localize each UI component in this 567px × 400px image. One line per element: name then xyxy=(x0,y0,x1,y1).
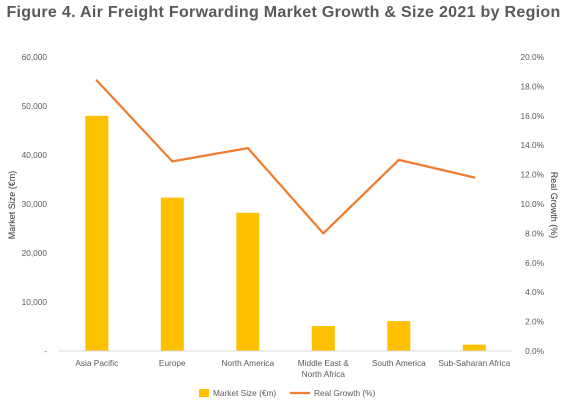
left-y-tick-label: 10,000 xyxy=(22,297,48,307)
x-tick-label-line: Middle East & xyxy=(298,358,350,368)
legend: Market Size (€m) Real Growth (%) xyxy=(199,388,376,398)
left-y-axis: - 10,000 20,000 30,000 40,000 50,000 60,000 xyxy=(22,52,48,356)
real-growth-series xyxy=(95,79,476,235)
legend-real-growth-label: Real Growth (%) xyxy=(314,388,376,398)
left-y-axis-title: Market Size (€m) xyxy=(7,171,17,240)
left-y-tick-label: 30,000 xyxy=(22,199,48,209)
real-growth-point xyxy=(322,232,325,235)
x-tick-label-line: North Africa xyxy=(302,369,346,379)
right-y-tick-label: 12.0% xyxy=(520,170,544,180)
left-y-tick-label: - xyxy=(44,346,47,356)
real-growth-point xyxy=(171,160,174,163)
x-tick-label: South America xyxy=(372,358,426,368)
market-size-bar xyxy=(85,115,109,351)
left-y-tick-label: 50,000 xyxy=(22,101,48,111)
right-y-tick-label: 2.0% xyxy=(525,317,545,327)
legend-market-size-swatch xyxy=(199,389,209,397)
right-y-tick-label: 0.0% xyxy=(525,346,545,356)
x-tick-label: Europe xyxy=(159,358,186,368)
market-size-bar xyxy=(160,197,184,351)
right-y-tick-label: 18.0% xyxy=(520,81,544,91)
market-size-bar xyxy=(311,326,335,351)
right-y-tick-label: 10.0% xyxy=(520,199,544,209)
right-y-tick-label: 8.0% xyxy=(525,228,545,238)
real-growth-line xyxy=(95,79,476,235)
market-size-bar xyxy=(236,212,260,351)
right-y-tick-label: 14.0% xyxy=(520,140,544,150)
chart-title: Figure 4. Air Freight Forwarding Market … xyxy=(6,4,560,21)
left-y-tick-label: 40,000 xyxy=(22,150,48,160)
x-tick-label: North America xyxy=(222,358,275,368)
x-tick-label: Middle East & North Africa xyxy=(298,358,350,379)
market-size-bar xyxy=(387,321,411,351)
x-tick-label: Sub-Saharan Africa xyxy=(438,358,510,368)
right-y-tick-label: 4.0% xyxy=(525,287,545,297)
real-growth-point xyxy=(473,176,476,179)
left-y-tick-label: 20,000 xyxy=(22,248,48,258)
right-y-tick-label: 20.0% xyxy=(520,52,544,62)
x-axis-labels: Asia Pacific Europe North America Middle Ea… xyxy=(75,358,510,379)
real-growth-point xyxy=(397,158,400,161)
real-growth-point xyxy=(95,79,98,82)
x-tick-label: Asia Pacific xyxy=(75,358,118,368)
real-growth-point xyxy=(246,147,249,150)
legend-market-size-label: Market Size (€m) xyxy=(213,388,276,398)
right-y-axis: 0.0% 2.0% 4.0% 6.0% 8.0% 10.0% 12.0% 14.0% 16.0%… xyxy=(520,52,544,356)
right-y-tick-label: 6.0% xyxy=(525,258,545,268)
right-y-axis-title: Real Growth (%) xyxy=(549,172,559,239)
right-y-tick-label: 16.0% xyxy=(520,111,544,121)
market-size-bars xyxy=(85,115,486,351)
market-size-bar xyxy=(462,344,486,351)
left-y-tick-label: 60,000 xyxy=(22,52,48,62)
